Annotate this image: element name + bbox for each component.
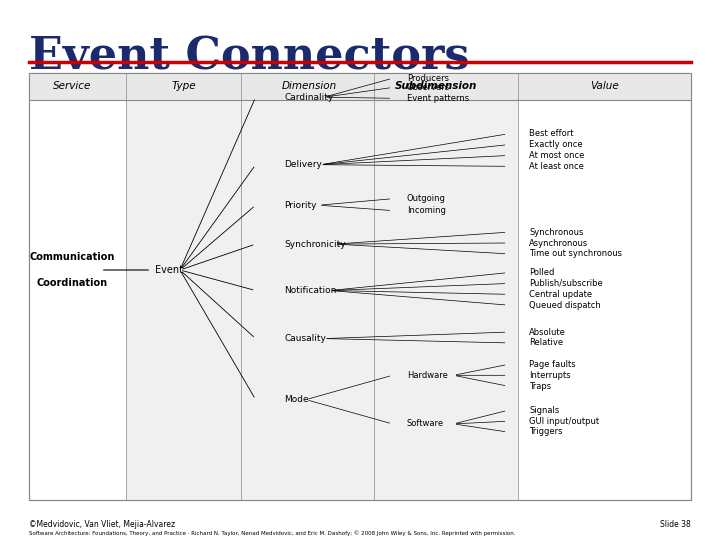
Text: Outgoing: Outgoing: [407, 194, 446, 203]
Text: Queued dispatch: Queued dispatch: [529, 301, 601, 309]
Text: Absolute: Absolute: [529, 328, 566, 336]
FancyBboxPatch shape: [126, 73, 518, 500]
Text: Event: Event: [156, 265, 183, 275]
Text: Exactly once: Exactly once: [529, 140, 582, 149]
Text: Event Connectors: Event Connectors: [29, 35, 469, 78]
Text: At most once: At most once: [529, 151, 585, 160]
Text: Software Architecture: Foundations, Theory, and Practice · Richard N. Taylor, Ne: Software Architecture: Foundations, Theo…: [29, 531, 516, 536]
Text: Best effort: Best effort: [529, 130, 574, 138]
Text: Central update: Central update: [529, 290, 593, 299]
Text: Service: Service: [53, 82, 91, 91]
Text: Event patterns: Event patterns: [407, 94, 469, 103]
Text: Cardinality: Cardinality: [284, 93, 333, 102]
Text: Software: Software: [407, 420, 444, 428]
Text: Type: Type: [171, 82, 196, 91]
Text: Dimension: Dimension: [282, 82, 337, 91]
Text: Polled: Polled: [529, 268, 554, 277]
Text: Priority: Priority: [284, 201, 317, 210]
Text: Incoming: Incoming: [407, 206, 446, 215]
Text: Notification: Notification: [284, 286, 337, 295]
Text: Producers: Producers: [407, 74, 449, 83]
Text: Relative: Relative: [529, 339, 563, 347]
Text: Subdimension: Subdimension: [395, 82, 477, 91]
Text: Delivery: Delivery: [284, 160, 323, 169]
Text: Asynchronous: Asynchronous: [529, 239, 588, 247]
Text: ©Medvidovic, Van Vliet, Mejia-Alvarez: ©Medvidovic, Van Vliet, Mejia-Alvarez: [29, 521, 175, 529]
Text: Communication: Communication: [30, 252, 114, 261]
Text: At least once: At least once: [529, 162, 584, 171]
Text: Hardware: Hardware: [407, 371, 448, 380]
Text: Triggers: Triggers: [529, 428, 563, 436]
Text: Page faults: Page faults: [529, 360, 576, 369]
Text: Causality: Causality: [284, 334, 326, 343]
Text: Observers: Observers: [407, 83, 450, 92]
Text: Synchronicity: Synchronicity: [284, 240, 346, 248]
Text: Synchronous: Synchronous: [529, 228, 584, 237]
Text: GUI input/output: GUI input/output: [529, 417, 599, 426]
Text: Slide 38: Slide 38: [660, 521, 691, 529]
Text: Time out synchronous: Time out synchronous: [529, 249, 622, 258]
Text: Publish/subscribe: Publish/subscribe: [529, 279, 603, 288]
Text: Traps: Traps: [529, 382, 552, 390]
Text: Value: Value: [590, 82, 619, 91]
Text: Mode: Mode: [284, 395, 309, 404]
Text: Coordination: Coordination: [37, 279, 107, 288]
Text: Interrupts: Interrupts: [529, 371, 571, 380]
FancyBboxPatch shape: [29, 73, 691, 500]
FancyBboxPatch shape: [29, 73, 691, 100]
Text: Signals: Signals: [529, 406, 559, 415]
